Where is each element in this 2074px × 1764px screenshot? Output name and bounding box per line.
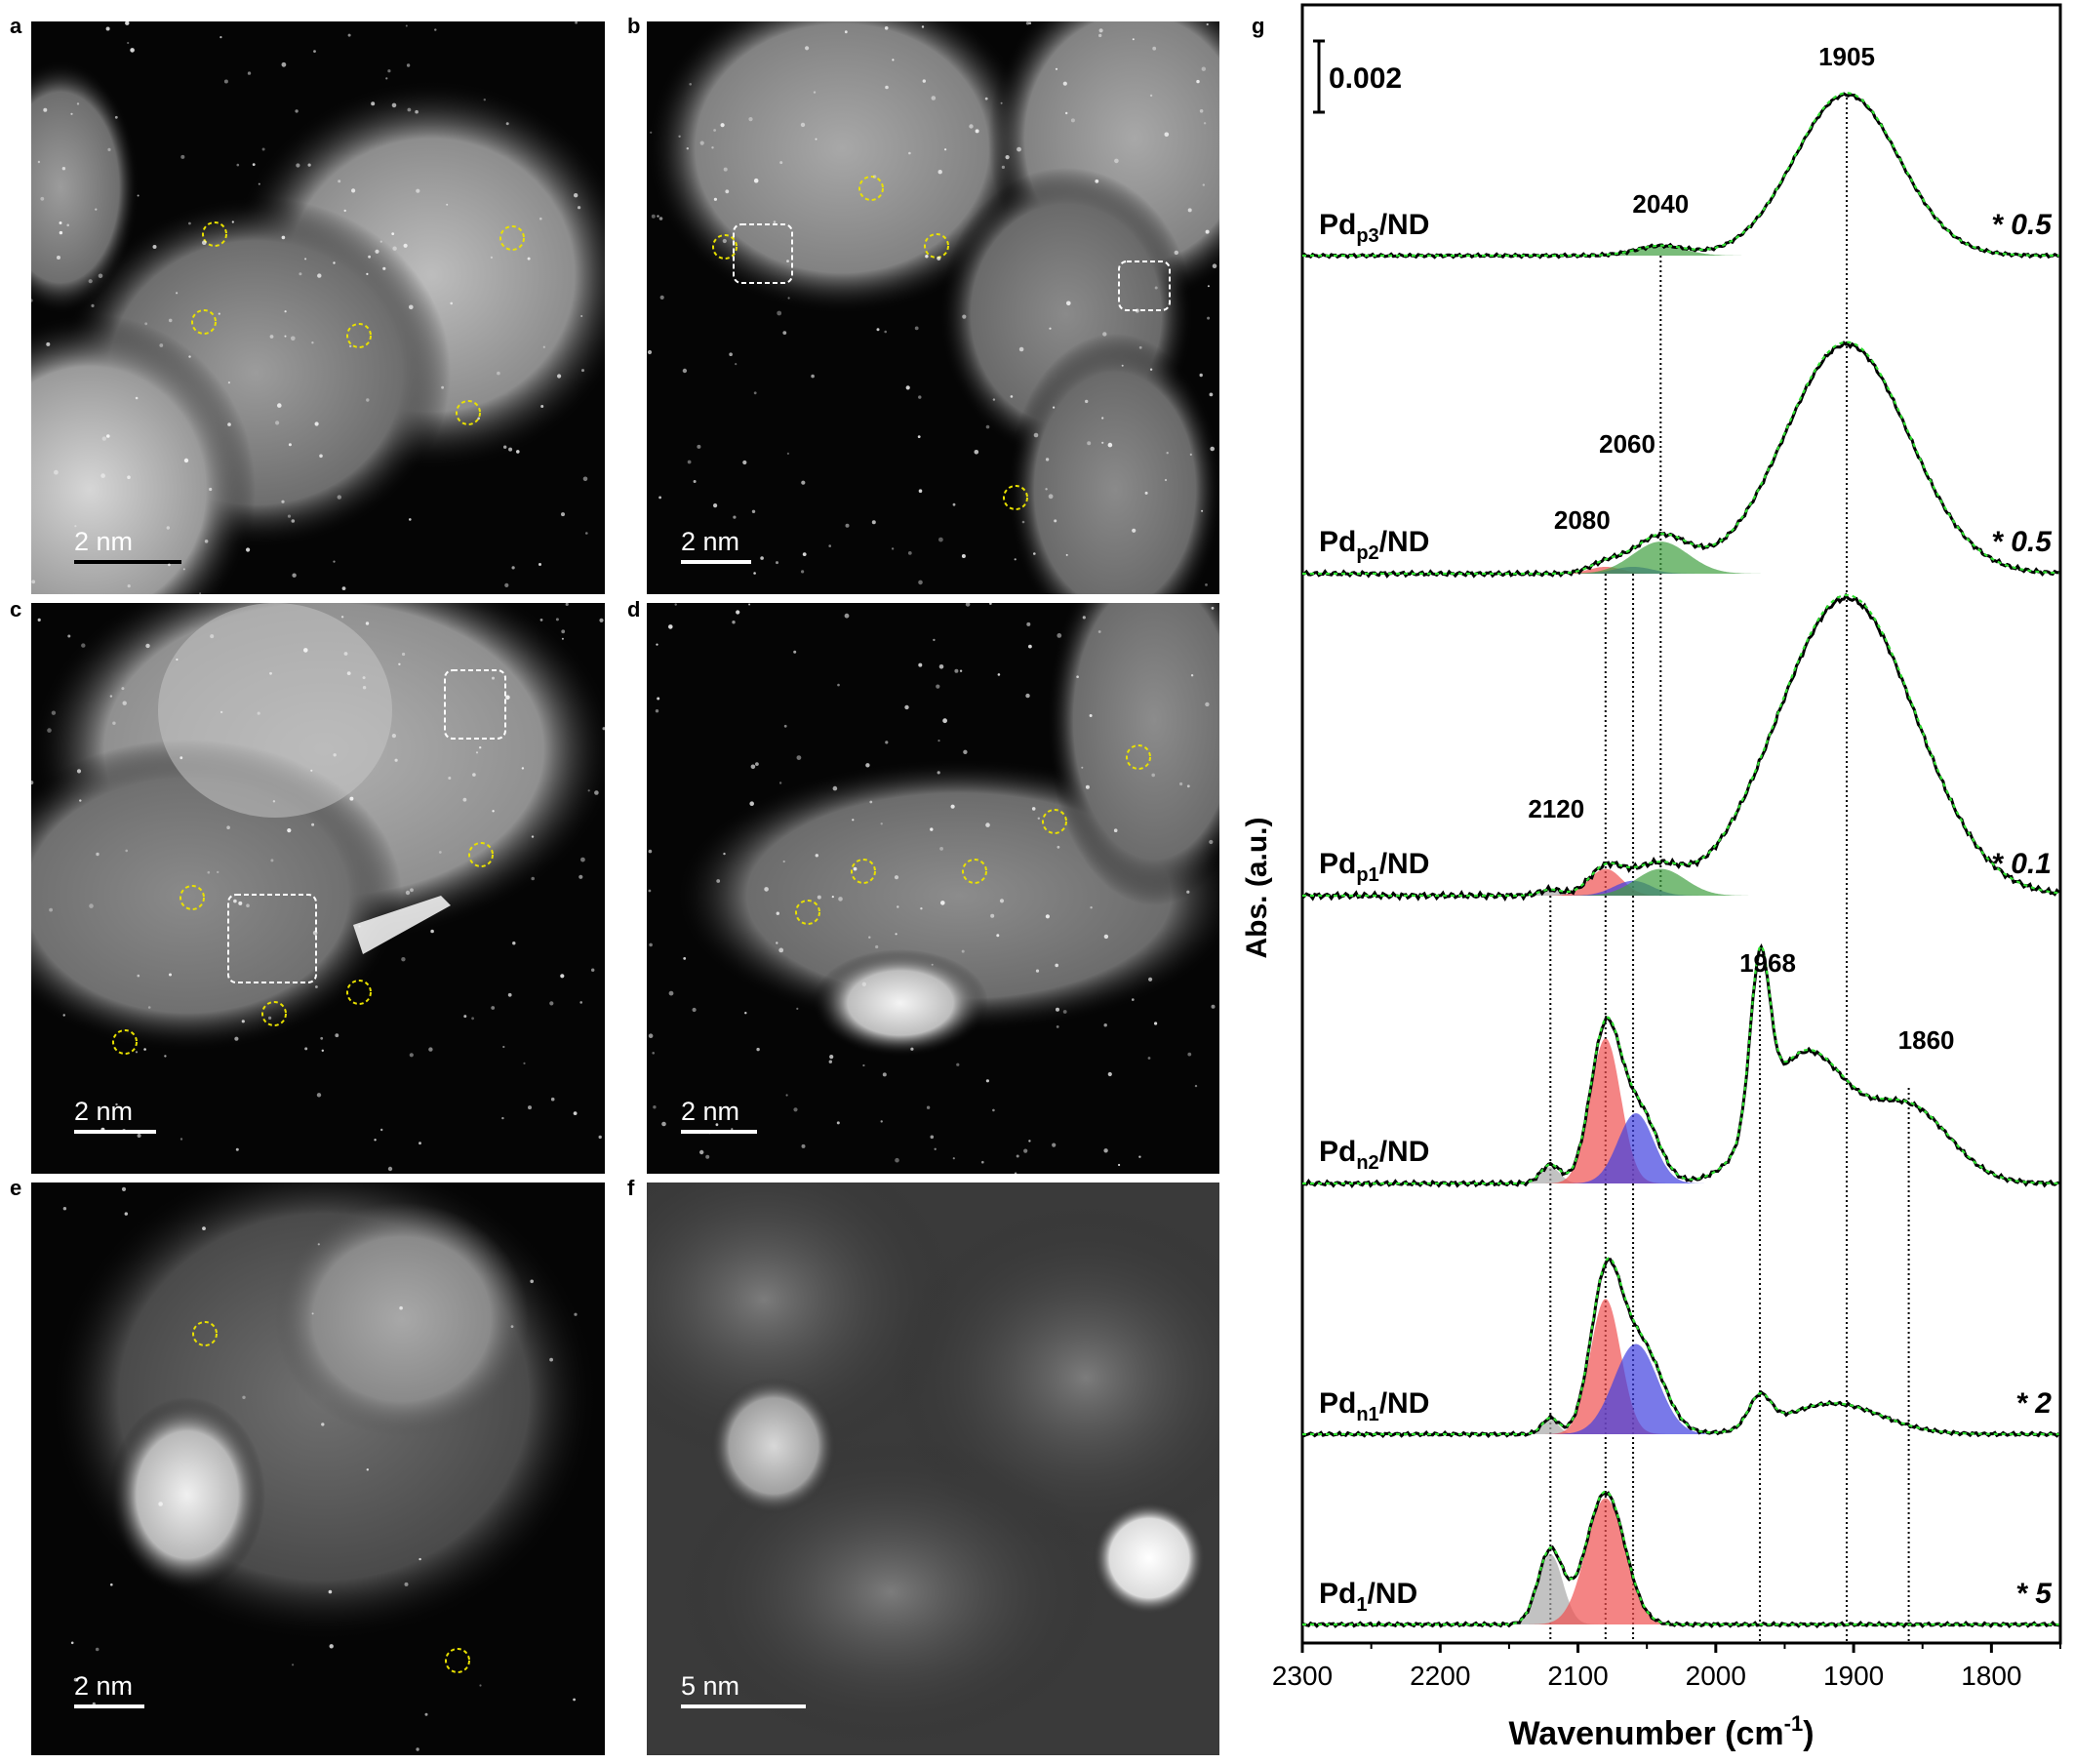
fit-component-Pdn2-2080 (1544, 1038, 1666, 1183)
fit-component-Pdp2-2040 (1550, 541, 1772, 574)
scale-bar-label-a: 2 nm (74, 527, 134, 556)
peak-label-2120: 2120 (1528, 794, 1584, 823)
fit-component-Pdn1-2080 (1544, 1299, 1666, 1434)
x-tick-label: 2200 (1410, 1661, 1470, 1691)
scale-bar-line-b (681, 560, 751, 564)
series-label-Pdn2: Pdn2/ND (1319, 1136, 1429, 1174)
scale-bar-f: 5 nm (681, 1671, 818, 1710)
fit-component-Pdn1-2060 (1547, 1343, 1725, 1434)
scale-bar-line-a (74, 560, 181, 564)
x-tick-label: 1800 (1961, 1661, 2021, 1691)
scale-bar-line-f (681, 1704, 806, 1708)
stem-texture-f (647, 1183, 1219, 1755)
series-label-Pdp1: Pdp1/ND (1319, 848, 1429, 886)
plot-frame (1300, 3, 2062, 1645)
stem-texture-a (31, 60, 605, 594)
scale-bar-label-d: 2 nm (681, 1097, 740, 1126)
scale-bar-line-e (74, 1704, 144, 1708)
fit-component-Pdp3-2040 (1561, 246, 1760, 256)
panel-label-e: e (10, 1176, 22, 1200)
panel-label-g: g (1252, 14, 1264, 38)
series-label-Pdp3: Pdp3/ND (1319, 209, 1429, 247)
panel-label-d: d (627, 597, 641, 621)
fit-line-Pdn2 (1302, 943, 2059, 1185)
x-tick-label: 2100 (1547, 1661, 1608, 1691)
x-tick-label: 2000 (1686, 1661, 1746, 1691)
scale-bar-label-e: 2 nm (74, 1671, 134, 1701)
peak-label-2060: 2060 (1599, 429, 1655, 459)
fit-line-Pd1 (1302, 1490, 2059, 1626)
panel-label-f: f (627, 1176, 635, 1200)
x-tick-label: 1900 (1823, 1661, 1884, 1691)
panel-label-c: c (10, 597, 22, 621)
multiplier-label-Pdp2: * 0.5 (1991, 526, 2053, 558)
multiplier-label-Pdp3: * 0.5 (1991, 209, 2053, 241)
series-label-Pdp2: Pdp2/ND (1319, 526, 1429, 564)
stem-texture-e (51, 1183, 597, 1641)
stem-image-d (647, 603, 1219, 1174)
scale-bar-a: 2 nm (74, 527, 186, 566)
multiplier-label-Pd1: * 5 (2015, 1578, 2053, 1610)
fit-component-Pdp1-2080 (1539, 868, 1672, 896)
fit-component-Pd1-2120 (1500, 1554, 1601, 1624)
x-axis-label-close: ) (1803, 1715, 1814, 1752)
series-label-Pdn1: Pdn1/ND (1319, 1387, 1429, 1425)
stem-image-f (647, 1183, 1219, 1755)
x-axis-label-main: Wavenumber (cm (1508, 1715, 1783, 1752)
fit-line-Pdp1 (1302, 593, 2059, 898)
peak-label-2080: 2080 (1554, 505, 1611, 535)
fit-component-Pdn2-2120 (1511, 1167, 1589, 1183)
x-axis-label-sup: -1 (1784, 1711, 1804, 1736)
scale-bar-line-c (74, 1130, 156, 1134)
stem-image-a (31, 21, 605, 594)
panel-label-a: a (10, 14, 22, 38)
scale-bar-label-c: 2 nm (74, 1097, 134, 1126)
peak-label-2040: 2040 (1632, 189, 1689, 219)
stem-image-e (31, 1183, 605, 1755)
y-axis-label: Abs. (a.u.) (1241, 817, 1273, 958)
fit-component-Pdn1-2120 (1517, 1420, 1584, 1434)
multiplier-label-Pdp1: * 0.1 (1991, 848, 2052, 880)
scale-bar-label-f: 5 nm (681, 1671, 740, 1701)
fit-line-Pdp3 (1302, 92, 2059, 258)
fit-line-Pdn1 (1302, 1257, 2059, 1436)
panel-label-b: b (627, 14, 641, 38)
peak-label-1968: 1968 (1739, 948, 1796, 978)
intensity-scale-bar (1313, 39, 1325, 114)
scale-bar-label-b: 2 nm (681, 527, 740, 556)
scale-bar-b: 2 nm (681, 527, 769, 566)
intensity-scale-label: 0.002 (1329, 62, 1402, 95)
x-axis-label: Wavenumber (cm-1) (1508, 1711, 1814, 1752)
fit-component-Pd1-2080 (1528, 1498, 1683, 1624)
peak-label-1905: 1905 (1818, 42, 1875, 71)
fit-component-Pdp1-2120 (1506, 889, 1595, 896)
fit-component-Pdp1-2040 (1561, 868, 1760, 896)
scale-bar-e: 2 nm (74, 1671, 162, 1710)
fit-component-Pdn2-2060 (1564, 1113, 1708, 1183)
peak-label-1860: 1860 (1898, 1025, 1955, 1055)
scale-bar-line-d (681, 1130, 757, 1134)
scale-bar-d: 2 nm (681, 1097, 769, 1136)
multiplier-label-Pdn1: * 2 (2015, 1387, 2052, 1420)
scale-bar-c: 2 nm (74, 1097, 172, 1136)
x-tick-label: 2300 (1272, 1661, 1333, 1691)
series-label-Pd1: Pd1/ND (1319, 1578, 1417, 1616)
fit-line-Pdp2 (1302, 341, 2059, 576)
